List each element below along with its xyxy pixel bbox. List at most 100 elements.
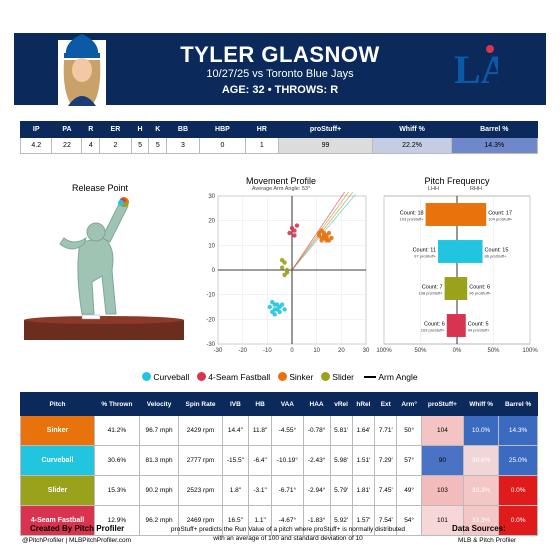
pitch-cell: -6.71°: [271, 475, 304, 506]
summary-header-cell: R: [81, 121, 101, 138]
freq-bar-lhh: [444, 277, 457, 300]
pitch-point: [275, 302, 280, 307]
freq-stuff-lhh: 97 proStuff+: [414, 254, 436, 259]
pitch-cell: 2429 rpm: [178, 415, 223, 446]
pitch-cell: 57°: [396, 445, 422, 476]
pitch-point: [272, 312, 277, 317]
footer-handles: @PitchProfiler | MLBPitchProfiler.com: [22, 537, 132, 544]
pitch-point: [284, 267, 290, 273]
pitch-point: [326, 230, 332, 236]
pitch-cell: 12.9%: [94, 505, 140, 536]
player-bio: AGE: 32 • THROWS: R: [221, 84, 339, 96]
summary-cell: 2: [99, 137, 132, 154]
pitch-point: [294, 223, 300, 228]
y-tick-label: -20: [206, 317, 215, 323]
freq-count-lhh: Count: 7: [422, 285, 443, 291]
release-point-title: Release Point: [71, 183, 129, 193]
pitch-cell: -0.78°: [302, 415, 331, 446]
summary-cell: 14.3%: [450, 137, 539, 154]
pitch-table-header: Barrel %: [498, 392, 538, 416]
pitch-cell: 14.4": [221, 415, 250, 446]
freq-count-lhh: Count: 18: [400, 211, 424, 217]
movement-title: Movement Profile: [245, 176, 317, 186]
game-info: 10/27/25 vs Toronto Blue Jays: [206, 68, 354, 80]
pitch-cell: 25.0%: [498, 445, 538, 476]
legend-item: Sinker: [278, 372, 313, 382]
pitch-point: [279, 265, 285, 270]
pitch-name: Slider: [19, 475, 96, 506]
summary-header-cell: Whiff %: [372, 121, 452, 138]
frequency-rhh: RHH: [470, 186, 482, 192]
legend-item-arm-angle: Arm Angle: [364, 372, 418, 382]
legend-label: Curveball: [153, 372, 190, 382]
legend-label: Slider: [332, 372, 355, 382]
freq-count-rhh: Count: 17: [488, 211, 512, 217]
pitch-cell: 50°: [396, 415, 422, 446]
pitch-cell: 0.0%: [498, 475, 538, 506]
y-tick-label: -30: [206, 342, 215, 348]
pitch-name: 4-Seam Fastball: [19, 505, 96, 536]
pitch-cell: 11.8": [248, 415, 273, 446]
pitch-point: [279, 257, 285, 263]
pitch-cell: -1.83°: [302, 505, 331, 536]
pitch-cell: 33.3%: [462, 505, 500, 536]
summary-header-cell: H: [130, 121, 150, 138]
freq-bar-lhh: [446, 314, 457, 337]
summary-cell: 4.2: [19, 137, 53, 154]
legend-dot-icon: [278, 372, 288, 381]
pitch-cell: 5.81': [329, 415, 353, 446]
freq-tick-label: 100%: [522, 348, 538, 354]
y-tick-label: -10: [206, 293, 215, 299]
x-tick-label: 0: [290, 348, 294, 354]
pitch-cell: 10.0%: [462, 415, 500, 446]
y-tick-label: 20: [208, 219, 215, 225]
pitch-table-header: Spin Rate: [178, 392, 223, 416]
movement-subtitle: Average Arm Angle: 53°: [251, 186, 311, 192]
pitch-cell: 33.3%: [462, 475, 500, 506]
player-headshot: [58, 34, 106, 106]
team-logo-text: LA: [454, 47, 498, 92]
freq-tick-label: 0%: [453, 348, 462, 354]
legend-dot-icon: [321, 372, 331, 381]
pitch-cell: 7.71': [374, 415, 398, 446]
y-tick-label: 0: [212, 268, 216, 274]
freq-bar-lhh: [425, 203, 457, 226]
pitch-table-header: VAA: [271, 392, 304, 416]
pitch-cell: -6.4": [248, 445, 273, 476]
pitch-point: [272, 307, 277, 312]
pitch-cell: 1.1": [248, 505, 273, 536]
pitch-cell: 54°: [396, 505, 422, 536]
summary-header-cell: HBP: [198, 121, 247, 138]
legend-dot-icon: [142, 372, 152, 381]
pitch-row: 4-Seam Fastball 12.9% 96.2 mph 2469 rpm 16.5…: [19, 505, 538, 536]
summary-cell: 22: [51, 137, 83, 154]
team-logo: LA: [454, 45, 498, 92]
pitch-point: [292, 228, 297, 233]
legend-item: Slider: [321, 372, 354, 382]
pitch-row: Curveball 30.6% 81.3 mph 2777 rpm -15.5" -6.4…: [19, 445, 538, 476]
freq-bar-lhh: [438, 240, 457, 263]
footer-note: proStuff+ predicts the Run Value of a pi…: [170, 526, 406, 542]
pitch-table-header: Pitch: [19, 392, 96, 416]
pitch-cell: 1.81': [351, 475, 376, 506]
pitch-cell: 90: [420, 445, 465, 476]
arm-angle-line-icon: [364, 376, 377, 378]
movement-plot: -30-30 -20 -20 -10 -10 0 0 10 10 20 20 30 30: [206, 192, 370, 354]
pitch-cell: 81.3 mph: [138, 445, 180, 476]
pitch-cell: 96.2 mph: [138, 505, 180, 536]
pitch-point: [316, 233, 322, 238]
pitch-cell: 104: [420, 415, 465, 446]
freq-bar-rhh: [457, 203, 487, 226]
pitch-cell: -4.55°: [271, 415, 304, 446]
freq-tick-label: 50%: [487, 348, 500, 354]
freq-count-lhh: Count: 11: [413, 248, 436, 254]
summary-cell: 4: [81, 137, 101, 154]
pitch-cell: 49°: [396, 475, 422, 506]
freq-stuff-rhh: 99 proStuff+: [468, 328, 490, 333]
freq-stuff-lhh: 103 proStuff+: [400, 217, 425, 222]
pitch-cell: 1.51': [351, 445, 376, 476]
summary-header-cell: Barrel %: [450, 121, 539, 138]
freq-bar-rhh: [457, 314, 466, 337]
pitch-point: [279, 302, 285, 307]
